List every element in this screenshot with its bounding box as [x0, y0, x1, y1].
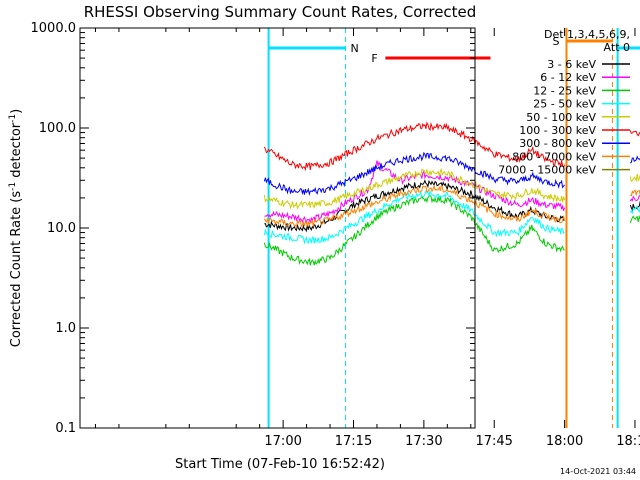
series-line — [263, 189, 565, 245]
legend-label: 800 - 7000 keV — [512, 150, 596, 163]
timestamp: 14-Oct-2021 03:44 — [560, 467, 636, 476]
x-tick-label: 18:15 — [616, 434, 640, 449]
x-tick-label: 17:45 — [475, 434, 512, 449]
series-line — [629, 214, 640, 224]
legend-label: 300 - 800 keV — [519, 137, 596, 150]
x-axis-label: Start Time (07-Feb-10 16:52:42) — [175, 457, 385, 472]
series-line — [629, 130, 640, 137]
y-axis-label-sup: -1 — [8, 182, 18, 191]
night-label: N — [351, 42, 359, 55]
series-line — [263, 194, 565, 266]
y-axis-ticks: 0.1 1.0 10.0 100.0 1000.0 — [31, 21, 475, 436]
y-axis-label: Corrected Count Rate (s-1 detector-1) — [8, 109, 24, 347]
x-tick-label: 17:15 — [335, 434, 372, 449]
legend-header-line: Att 0 — [604, 41, 630, 54]
legend-label: 25 - 50 keV — [533, 98, 596, 111]
flare-label: F — [371, 52, 377, 65]
x-tick-label: 17:30 — [405, 434, 442, 449]
segment-markers: N S F — [267, 28, 640, 428]
y-tick-label: 0.1 — [55, 421, 76, 436]
chart-title: RHESSI Observing Summary Count Rates, Co… — [84, 3, 477, 21]
series-line — [629, 155, 640, 164]
y-axis-label-sup: -1 — [8, 114, 18, 123]
saa-label: S — [552, 35, 559, 48]
legend-label: 3 - 6 keV — [547, 58, 596, 71]
series-line — [263, 167, 566, 210]
x-tick-label: 18:00 — [546, 434, 583, 449]
legend-label: 50 - 100 keV — [526, 111, 596, 124]
legend-header-line: Det 1,3,4,5,6,9, — [544, 28, 630, 41]
series-line — [263, 151, 565, 197]
series-line — [629, 173, 640, 183]
y-tick-label: 1.0 — [55, 321, 76, 336]
legend-label: 6 - 12 keV — [540, 71, 596, 84]
y-axis-label-part: ) — [9, 109, 24, 114]
y-axis-label-part: Corrected Count Rate (s — [9, 191, 24, 348]
x-tick-label: 17:00 — [264, 434, 301, 449]
y-tick-label: 100.0 — [39, 121, 76, 136]
series-lines — [263, 121, 640, 266]
legend-label: 7000 - 15000 keV — [498, 164, 596, 177]
series-line — [263, 121, 566, 172]
y-tick-label: 10.0 — [47, 221, 76, 236]
y-axis-label-part: detector — [9, 122, 24, 182]
legend-label: 100 - 300 keV — [519, 124, 596, 137]
y-tick-label: 1000.0 — [31, 21, 77, 36]
series-line — [264, 160, 566, 224]
series-line — [263, 184, 566, 229]
legend-label: 12 - 25 keV — [533, 84, 596, 97]
